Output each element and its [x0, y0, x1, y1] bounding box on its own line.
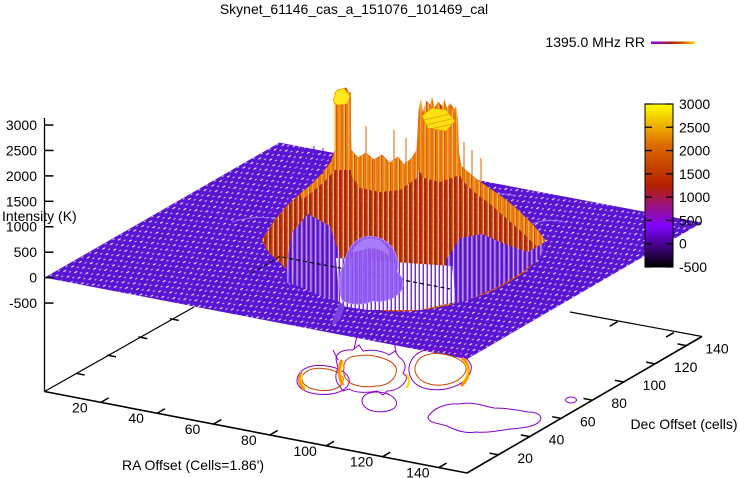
axis-tick [325, 440, 335, 447]
stray-impulses [261, 126, 482, 238]
lavender-lump-cap [352, 238, 389, 256]
axis-tick [677, 343, 687, 347]
z-tick-label: -500 [9, 295, 37, 311]
colorbar-gradient-box [644, 103, 674, 268]
axis-tick [609, 321, 618, 327]
colorbar-tick-label: -500 [679, 259, 707, 275]
z-tick-label: 1000 [6, 219, 37, 235]
colorbar-tick-label: 1500 [679, 166, 710, 182]
colorbar-tick-label: 2500 [679, 119, 710, 135]
x-tick-label: 100 [293, 443, 317, 459]
z-axis-title: Intensity (K) [2, 208, 77, 224]
axis-tick [552, 415, 562, 420]
axis-tick [614, 379, 624, 383]
colorbar-tick-label: 1000 [679, 189, 710, 205]
mound-orange-ridges [300, 150, 545, 248]
y-axis-title: Dec Offset (cells) [630, 416, 737, 432]
z-tick-label: 500 [14, 244, 38, 260]
y-tick-label: 20 [517, 450, 533, 466]
surface-3d [44, 87, 703, 393]
axis-tick [100, 397, 109, 404]
primary-spike-column [334, 92, 351, 170]
axis-tick [138, 336, 148, 340]
axis-tick [213, 418, 222, 425]
y-tick-label: 100 [643, 377, 667, 393]
colorbar-tick-label: 3000 [679, 96, 710, 112]
y-tick-label: 80 [611, 395, 627, 411]
plot-title: Skynet_61146_cas_a_151076_101469_cal [220, 1, 488, 17]
legend-label: 1395.0 MHz RR [545, 34, 645, 50]
axis-ticks: 20 40 60 80 100 120 140 20 40 60 80 100 120 140 -500 0 5… [6, 117, 729, 478]
x-tick-label: 20 [72, 399, 88, 415]
axis-tick [156, 408, 166, 414]
y-tick-label: 140 [705, 341, 729, 357]
y-tick-label: 60 [580, 413, 596, 429]
z-tick-label: 0 [29, 270, 37, 286]
primary-spike-yellow-cap [332, 87, 351, 106]
colorbar-tick-label: 2000 [679, 143, 710, 159]
z-tick-label: 1500 [6, 193, 37, 209]
axis-tick [646, 361, 656, 365]
axis-tick [583, 397, 593, 401]
colorbar-ticks: -500 0 500 1000 1500 2000 2500 3000 [645, 96, 710, 275]
z-tick-label: 2000 [6, 168, 37, 184]
colorbar: -500 0 500 1000 1500 2000 2500 3000 [644, 96, 710, 275]
axis-tick [75, 372, 85, 376]
axis-tick [382, 451, 391, 458]
x-tick-label: 60 [185, 421, 201, 437]
axes: 20 40 60 80 100 120 140 20 40 60 80 100 120 140 -500 0 5… [2, 117, 738, 478]
legend-line-sample [651, 41, 695, 44]
base-contours [296, 335, 577, 433]
axis-tick [169, 317, 179, 322]
colorbar-tick-label: 500 [679, 212, 703, 228]
mound-left-skirt [284, 214, 346, 304]
lavender-lump-tail [332, 302, 345, 326]
colorbar-tick-label: 0 [679, 236, 687, 252]
x-axis-line [44, 390, 468, 474]
x-tick-label: 120 [350, 454, 374, 470]
z-tick-label: 3000 [6, 117, 37, 133]
axis-tick [269, 429, 278, 436]
axis-tick [438, 462, 447, 469]
axis-tick [489, 452, 499, 456]
axis-tick [665, 331, 675, 338]
x-tick-label: 140 [406, 465, 430, 478]
mound-right-skirt [446, 234, 545, 304]
axis-tick [107, 354, 117, 358]
yellow-patch-crosshatch [423, 113, 453, 130]
axis-tick [520, 434, 530, 438]
x-tick-label: 80 [241, 432, 257, 448]
z-tick-label: 2500 [6, 142, 37, 158]
x-tick-label: 40 [128, 410, 144, 426]
y-tick-label: 40 [549, 432, 565, 448]
y-tick-label: 120 [674, 359, 698, 375]
y-axis-line [466, 335, 703, 474]
x-axis-title: RA Offset (Cells=1.86') [122, 457, 264, 473]
